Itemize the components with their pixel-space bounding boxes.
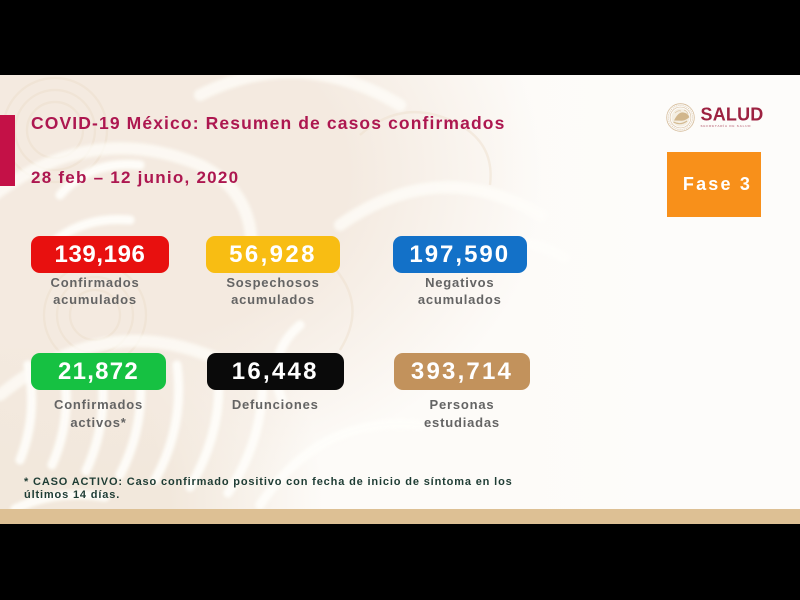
svg-text:SECRETARÍA DE SALUD: SECRETARÍA DE SALUD: [701, 123, 752, 128]
svg-text:SALUD: SALUD: [701, 104, 764, 124]
